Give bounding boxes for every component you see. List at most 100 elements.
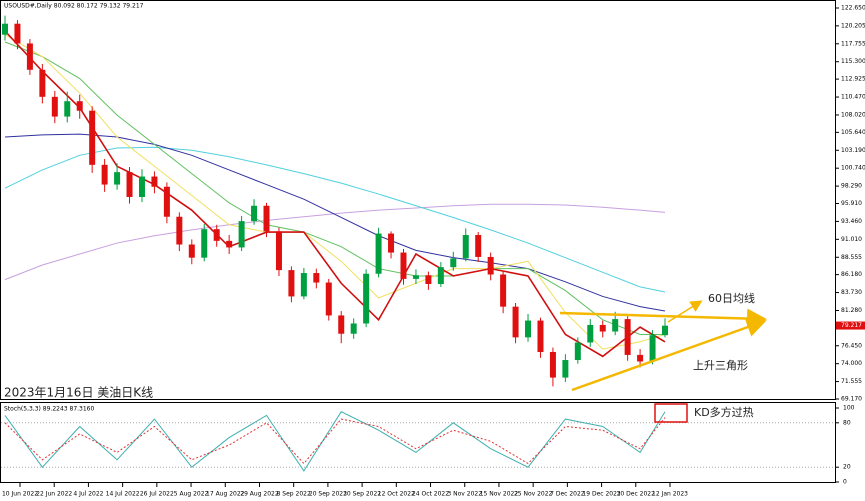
candle-body	[525, 320, 532, 338]
annotation: 上升三角形	[693, 359, 748, 372]
x-tick-label: 17 Aug 2022	[206, 491, 245, 498]
candle-body	[574, 342, 581, 361]
candle-body	[300, 273, 307, 297]
candle-body	[213, 229, 220, 241]
candle-body	[251, 205, 258, 222]
moving-average	[4, 30, 666, 358]
candle-body	[549, 351, 556, 378]
moving-average	[4, 203, 666, 281]
y-tick-label: 88.555	[841, 254, 862, 261]
x-tick-label: 30 Sep 2022	[343, 491, 381, 498]
y-tick-label: 69.170	[841, 396, 862, 403]
last-price-label: 79.217	[841, 322, 862, 329]
y-tick-label: 117.755	[841, 40, 865, 47]
moving-average	[4, 146, 666, 293]
x-tick-label: 14 Jul 2022	[106, 491, 140, 498]
candle-body	[624, 319, 631, 355]
candle-body	[163, 186, 170, 217]
moving-average	[4, 133, 666, 312]
y-tick-label: 115.300	[841, 58, 865, 65]
candle-body	[313, 273, 320, 283]
candle-body	[263, 205, 270, 232]
candle-body	[325, 282, 332, 316]
stoch-frame	[0, 402, 836, 483]
candle-body	[662, 325, 668, 336]
stoch-title: Stoch(5,3,3) 89.2243 87.3160	[4, 406, 95, 413]
candle-body	[151, 176, 158, 187]
candle-body	[101, 164, 108, 185]
candle-body	[450, 258, 457, 268]
x-tick-label: 4 Jul 2022	[73, 491, 103, 498]
x-tick-label: 5 Aug 2022	[174, 491, 209, 498]
y-tick-label: 98.290	[841, 183, 862, 190]
x-tick-label: 7 Dec 2022	[550, 491, 585, 498]
x-tick-label: 19 Dec 2022	[582, 491, 621, 498]
y-tick-label: 112.925	[841, 76, 865, 83]
x-tick-label: 12 Oct 2022	[378, 491, 415, 498]
candle-body	[487, 256, 494, 275]
candle-body	[201, 229, 208, 258]
moving-average	[4, 41, 665, 335]
y-tick-label: 100.740	[841, 165, 865, 172]
candle-body	[288, 270, 295, 297]
candle-body	[226, 240, 233, 248]
candle-body	[238, 221, 245, 248]
y-tick-label: 71.555	[841, 378, 862, 385]
chart-title: USOUSD#,Daily 80.092 80.172 79.132 79.21…	[4, 3, 144, 10]
candle-body	[39, 69, 46, 97]
candle-body	[275, 231, 282, 271]
candle-body	[176, 216, 183, 245]
x-tick-label: 20 Sep 2022	[309, 491, 347, 498]
triangle-arrows	[559, 300, 767, 392]
y-tick-label: 80	[843, 419, 851, 426]
y-tick-label: 122.650	[841, 5, 865, 12]
y-tick-label: 74.000	[841, 360, 862, 367]
candle-body	[188, 244, 195, 258]
candle-body	[89, 110, 96, 165]
candle-body	[400, 252, 407, 279]
candle-body	[126, 172, 133, 197]
x-tick-label: 25 Nov 2022	[514, 491, 553, 498]
candle-body	[26, 43, 33, 70]
moving-average	[4, 34, 666, 350]
stoch-d	[4, 417, 666, 465]
x-tick-label: 22 Jun 2022	[36, 491, 72, 498]
caption: 2023年1月16日 美油日K线	[4, 386, 153, 400]
candle-body	[114, 172, 121, 185]
candle-body	[462, 235, 469, 259]
candle-body	[388, 233, 395, 253]
candle-body	[512, 306, 519, 338]
x-tick-label: 30 Dec 2022	[617, 491, 656, 498]
main-frame	[0, 0, 836, 400]
y-tick-label: 81.280	[841, 307, 862, 314]
candle-body	[338, 315, 345, 334]
y-tick-label: 100	[843, 405, 855, 412]
y-tick-label: 0	[843, 479, 847, 486]
y-tick-label: 110.470	[841, 94, 865, 101]
x-tick-label: 12 Jan 2023	[652, 491, 688, 498]
candle-body	[612, 319, 619, 332]
candle-body	[500, 274, 507, 307]
y-tick-label: 108.020	[841, 111, 865, 118]
y-tick-label: 93.460	[841, 218, 862, 225]
candle-body	[14, 23, 21, 44]
x-tick-label: 24 Oct 2022	[412, 491, 449, 498]
candle-body	[475, 235, 482, 257]
y-tick-label: 105.640	[841, 129, 865, 136]
x-tick-label: 8 Sep 2022	[277, 491, 311, 498]
last-price-box	[836, 321, 865, 330]
x-tick-label: 29 Aug 2022	[240, 491, 279, 498]
candle-body	[138, 176, 145, 197]
candle-body	[412, 275, 419, 279]
y-tick-label: 120.205	[841, 22, 865, 29]
x-tick-label: 26 Jul 2022	[140, 491, 174, 498]
candle-body	[599, 324, 606, 332]
x-tick-label: 3 Nov 2022	[447, 491, 482, 498]
candle-body	[562, 360, 569, 378]
y-tick-label: 76.450	[841, 342, 862, 349]
candle-body	[375, 233, 382, 274]
plot: 122.650 120.205 117.755 115.300 112.925 110.4…	[1, 5, 865, 498]
candle-body	[437, 267, 444, 284]
candle-body	[64, 101, 71, 117]
